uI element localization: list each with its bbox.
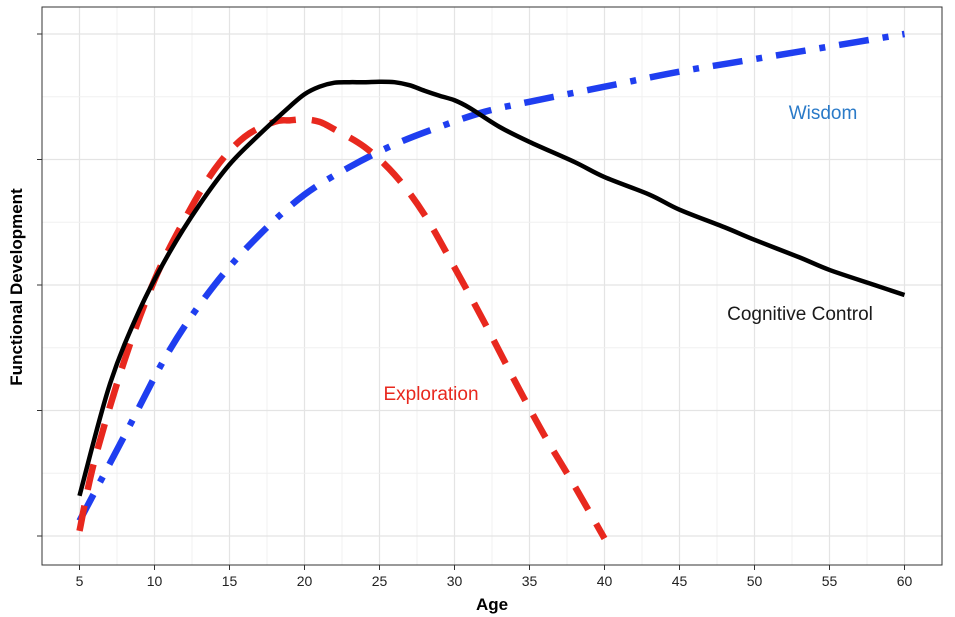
x-tick-label: 15 bbox=[222, 573, 238, 589]
x-tick-label: 10 bbox=[147, 573, 163, 589]
x-tick-label: 55 bbox=[822, 573, 838, 589]
axis-ticks bbox=[37, 33, 905, 570]
x-tick-label: 60 bbox=[897, 573, 913, 589]
x-tick-label: 50 bbox=[747, 573, 763, 589]
cognitive-control-line bbox=[77, 79, 906, 497]
grid bbox=[42, 7, 942, 565]
x-tick-label: 35 bbox=[522, 573, 538, 589]
series-layer bbox=[76, 30, 906, 541]
x-tick-label: 40 bbox=[597, 573, 613, 589]
x-tick-label: 30 bbox=[447, 573, 463, 589]
x-tick-label: 45 bbox=[672, 573, 688, 589]
plot-panel-border bbox=[41, 6, 943, 566]
exploration-label: Exploration bbox=[383, 384, 478, 405]
x-tick-labels: 5 10 15 20 25 30 35 40 45 50 55 60 bbox=[76, 573, 913, 589]
x-axis-label: Age bbox=[476, 595, 508, 614]
cognitive-control-label: Cognitive Control bbox=[727, 304, 873, 325]
wisdom-line bbox=[76, 30, 906, 523]
x-tick-label: 25 bbox=[372, 573, 388, 589]
x-tick-label: 20 bbox=[297, 573, 313, 589]
y-axis-label: Functional Development bbox=[7, 188, 26, 386]
wisdom-label: Wisdom bbox=[789, 103, 858, 124]
x-tick-label: 5 bbox=[76, 573, 84, 589]
